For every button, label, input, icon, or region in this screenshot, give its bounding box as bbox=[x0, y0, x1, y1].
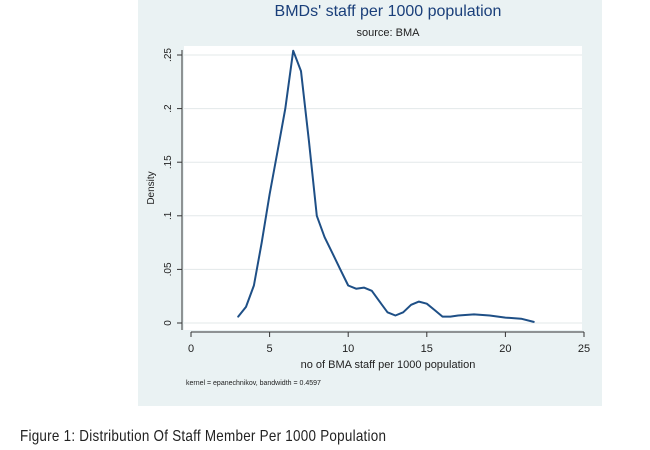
series-layer bbox=[237, 49, 535, 323]
y-tick-label: .2 bbox=[163, 104, 174, 113]
y-tick-label: .1 bbox=[163, 211, 174, 220]
density-chart: BMDs' staff per 1000 population source: … bbox=[146, 3, 590, 387]
y-tick-label: .25 bbox=[163, 48, 174, 62]
axis-ticks: 0 .05 .1 .15 .2 .25 0 5 10 15 20 25 bbox=[163, 48, 590, 355]
y-axis-label: Density bbox=[146, 171, 157, 204]
y-tick-label: .05 bbox=[163, 262, 174, 276]
y-tick-label: .15 bbox=[163, 155, 174, 169]
figure-panel: BMDs' staff per 1000 population source: … bbox=[138, 0, 602, 406]
grid-lines bbox=[184, 54, 582, 324]
chart-subtitle: source: BMA bbox=[357, 27, 421, 39]
x-tick-label: 20 bbox=[499, 343, 511, 355]
chart-title: BMDs' staff per 1000 population bbox=[275, 3, 502, 20]
figure-caption: Figure 1: Distribution Of Staff Member P… bbox=[20, 428, 387, 445]
x-tick-label: 15 bbox=[421, 343, 433, 355]
density-curve bbox=[237, 49, 535, 323]
y-tick-label: 0 bbox=[163, 320, 174, 326]
x-tick-label: 5 bbox=[267, 343, 273, 355]
x-tick-label: 0 bbox=[188, 343, 194, 355]
plot-area bbox=[184, 46, 582, 330]
x-axis-label: no of BMA staff per 1000 population bbox=[301, 359, 476, 371]
x-tick-label: 10 bbox=[342, 343, 354, 355]
x-tick-label: 25 bbox=[578, 343, 590, 355]
kernel-note: kernel = epanechnikov, bandwidth = 0.459… bbox=[186, 380, 321, 387]
